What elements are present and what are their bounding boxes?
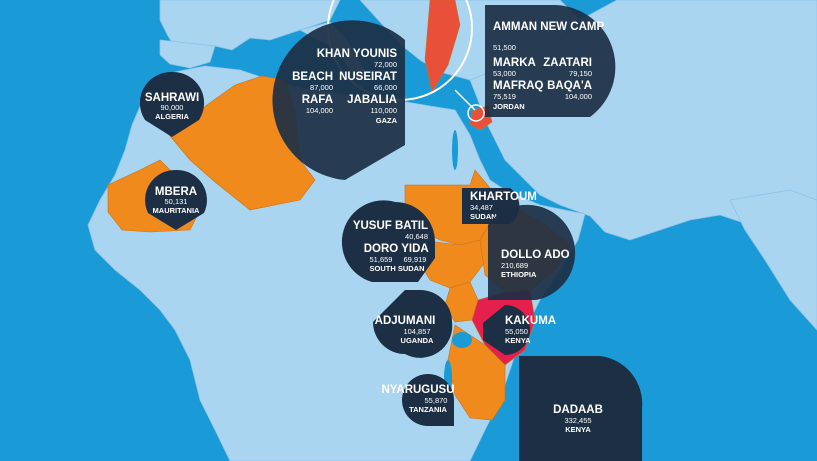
camp-value: 72,000 bbox=[374, 60, 397, 69]
kakuma-bubble: KAKUMA 55,050 KENYA bbox=[483, 305, 556, 355]
lake-nasser-red bbox=[452, 130, 458, 170]
inset-marker bbox=[467, 104, 485, 122]
mbera-bubble: MBERA 50,131 MAURITANIA bbox=[145, 169, 207, 230]
camp-value: 51,659 bbox=[370, 255, 393, 264]
adjumani-bubble: ADJUMANI 104,857 UGANDA bbox=[373, 290, 453, 358]
camp-country: ALGERIA bbox=[155, 112, 189, 121]
camp-name: DADAAB bbox=[553, 404, 603, 416]
lakes bbox=[444, 130, 472, 396]
camp-name: BAQA'A bbox=[547, 80, 592, 92]
sahrawi-bubble-shape bbox=[139, 71, 205, 137]
camp-value: 332,455 bbox=[564, 416, 591, 425]
camp-name: MARKA bbox=[493, 57, 536, 69]
camp-value: 69,919 bbox=[404, 255, 427, 264]
camp-value: 210,689 bbox=[501, 261, 528, 270]
camp-name: KHARTOUM bbox=[470, 191, 537, 203]
country-syria-israel bbox=[424, 0, 461, 93]
camp-value: 104,000 bbox=[306, 106, 333, 115]
camp-country: SUDAN bbox=[470, 212, 497, 221]
camp-value: 53,000 bbox=[493, 69, 516, 78]
camp-country: ETHIOPIA bbox=[501, 270, 537, 279]
nyarugusu-bubble: NYARUGUSU 55,870 TANZANIA bbox=[381, 374, 455, 426]
camp-value: 75,519 bbox=[493, 92, 516, 101]
camp-country: GAZA bbox=[376, 116, 398, 125]
nyarugusu-bubble-shape bbox=[402, 374, 454, 426]
lake-victoria bbox=[452, 332, 472, 348]
camp-value: 34,487 bbox=[470, 203, 493, 212]
camp-name: DORO bbox=[364, 243, 399, 255]
camp-value: 66,000 bbox=[374, 83, 397, 92]
land-iberia bbox=[159, 39, 216, 69]
camp-value: 55,050 bbox=[505, 327, 528, 336]
camp-name: YUSUF BATIL bbox=[353, 220, 428, 232]
jordan-bubble: AMMAN NEW CAMP 51,500 MARKA 53,000 ZAATA… bbox=[485, 5, 616, 117]
camp-name: KHAN YOUNIS bbox=[317, 48, 398, 60]
jordan-bubble-shape bbox=[485, 5, 616, 117]
dollo-ado-bubble-shape bbox=[488, 204, 576, 300]
camp-country: UGANDA bbox=[401, 336, 434, 345]
gaza-bubble-shape bbox=[272, 20, 405, 180]
camp-name: KAKUMA bbox=[505, 315, 556, 327]
camp-name: JABALIA bbox=[347, 94, 397, 106]
camp-value: 40,648 bbox=[405, 232, 428, 241]
camp-name: AMMAN NEW CAMP bbox=[493, 21, 604, 33]
camp-value: 87,000 bbox=[310, 83, 333, 92]
camp-value: 51,500 bbox=[493, 43, 516, 52]
camp-value: 55,870 bbox=[425, 396, 448, 405]
camp-country: KENYA bbox=[565, 425, 591, 434]
camp-name: YIDA bbox=[401, 243, 428, 255]
camp-name: MAFRAQ bbox=[493, 80, 544, 92]
camp-name: NYARUGUSU bbox=[381, 384, 454, 396]
camp-value: 104,000 bbox=[565, 92, 592, 101]
camp-country: SOUTH SUDAN bbox=[369, 264, 424, 273]
dadaab-bubble-shape bbox=[519, 356, 643, 461]
camp-country: JORDAN bbox=[493, 102, 525, 111]
kakuma-bubble-shape bbox=[483, 305, 530, 355]
camp-name: BEACH bbox=[292, 71, 333, 83]
south-sudan-bubble-shape bbox=[341, 200, 435, 282]
camp-name: SAHRAWI bbox=[145, 92, 199, 104]
land-europe bbox=[159, 0, 341, 56]
land-india bbox=[729, 189, 817, 331]
camp-value: 50,131 bbox=[165, 197, 188, 206]
camp-name: DOLLO ADO bbox=[501, 249, 570, 261]
camp-value: 110,000 bbox=[370, 106, 397, 115]
adjumani-bubble-shape bbox=[373, 290, 453, 358]
camp-name: ADJUMANI bbox=[375, 315, 436, 327]
camp-name: NUSEIRAT bbox=[339, 71, 397, 83]
dollo-ado-bubble: DOLLO ADO 210,689 ETHIOPIA bbox=[488, 204, 576, 300]
sahrawi-bubble: SAHRAWI 90,000 ALGERIA bbox=[139, 71, 205, 137]
dadaab-bubble: DADAAB 332,455 KENYA bbox=[519, 356, 643, 461]
south-sudan-bubble: YUSUF BATIL 40,648 DORO 51,659 YIDA 69,9… bbox=[341, 200, 435, 282]
camp-country: KENYA bbox=[505, 336, 531, 345]
gaza-bubble: KHAN YOUNIS 72,000 BEACH 87,000 NUSEIRAT… bbox=[272, 20, 405, 180]
mbera-bubble-shape bbox=[145, 169, 207, 230]
camp-name: ZAATARI bbox=[543, 57, 592, 69]
camp-name: RAFA bbox=[302, 94, 333, 106]
camp-country: TANZANIA bbox=[409, 405, 447, 414]
camp-value: 90,000 bbox=[161, 103, 184, 112]
camp-name: MBERA bbox=[155, 186, 197, 198]
camp-value: 79,150 bbox=[569, 69, 592, 78]
camp-country: MAURITANIA bbox=[153, 206, 201, 215]
camp-value: 104,857 bbox=[403, 327, 430, 336]
